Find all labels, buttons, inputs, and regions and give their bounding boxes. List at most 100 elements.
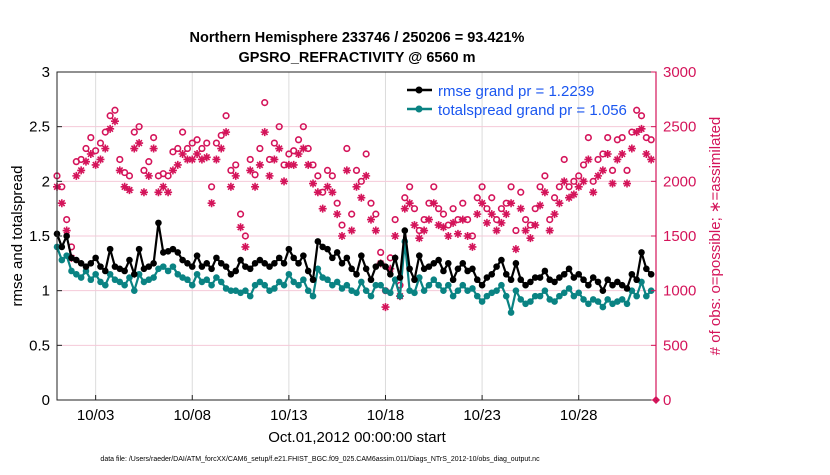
rmse-point <box>102 267 109 275</box>
possible-obs-marker <box>531 205 539 213</box>
rmse-point <box>387 270 394 278</box>
totalspread-point <box>440 287 447 294</box>
y-right-tick-label: 500 <box>663 337 688 354</box>
totalspread-point <box>295 281 302 289</box>
rmse-point <box>638 249 645 256</box>
axes: 10/03 10/08 10/13 10/18 10/23 10/28 0 0.5 1 1.5 2 2… <box>29 64 696 424</box>
totalspread-point <box>338 285 346 292</box>
totalspread-point <box>106 270 114 278</box>
rmse-point <box>193 252 201 259</box>
assimilated-obs-marker <box>647 155 656 164</box>
rmse-point <box>415 252 423 259</box>
rmse-point <box>589 274 597 281</box>
totalspread-point <box>159 263 167 270</box>
totalspread-point <box>585 300 592 308</box>
assimilated-obs-marker <box>91 160 100 169</box>
possible-obs-marker <box>193 136 201 144</box>
assimilated-obs-marker <box>260 128 269 137</box>
rmse-point <box>623 285 631 292</box>
possible-obs-marker <box>198 144 206 153</box>
assimilated-obs-marker <box>115 166 124 175</box>
totalspread-point <box>130 287 138 294</box>
assimilated-obs-marker <box>178 150 187 158</box>
rmse-point <box>343 254 351 262</box>
possible-obs-marker <box>618 134 626 142</box>
assimilated-obs-marker <box>265 171 274 180</box>
totalspread-point <box>135 270 143 278</box>
totalspread-point <box>203 276 211 284</box>
rmse-point <box>213 254 220 262</box>
rmse-point <box>246 265 254 273</box>
assimilated-obs-marker <box>410 221 419 230</box>
rmse-point <box>609 281 616 289</box>
assimilated-obs-marker <box>338 232 347 240</box>
possible-obs-marker <box>541 172 549 180</box>
rmse-point <box>454 265 462 273</box>
rmse-point <box>565 265 573 273</box>
totalspread-point <box>536 292 544 300</box>
assimilated-obs-marker <box>110 117 119 126</box>
possible-obs-marker <box>92 147 100 155</box>
assimilated-obs-marker <box>144 171 153 180</box>
x-tick-label: 10/23 <box>463 407 501 424</box>
y-tick-label: 1 <box>42 283 50 300</box>
assimilated-obs-marker <box>531 221 540 230</box>
rmse-point <box>444 260 452 267</box>
assimilated-obs-marker <box>294 150 303 158</box>
possible-obs-marker <box>637 112 646 120</box>
possible-obs-marker <box>135 123 143 131</box>
y-tick-label: 1.5 <box>29 228 50 245</box>
possible-obs-marker <box>372 210 380 218</box>
totalspread-point <box>92 270 99 278</box>
assimilated-obs-marker <box>444 232 453 240</box>
rmse-point <box>338 260 346 267</box>
assimilated-obs-marker <box>598 166 607 175</box>
totalspread-point <box>256 278 264 286</box>
rmse-point <box>203 260 211 267</box>
rmse-point <box>121 267 128 275</box>
x-axis-label: Oct.01,2012 00:00:00 start <box>268 429 446 446</box>
assimilated-obs-marker <box>482 218 491 227</box>
possible-obs-marker <box>565 183 573 191</box>
legend-spread-label: totalspread grand pr = 1.056 <box>438 102 627 119</box>
assimilated-obs-marker <box>154 188 163 197</box>
assimilated-obs-marker <box>72 171 81 180</box>
totalspread-point <box>246 292 254 300</box>
rmse-point <box>478 281 486 289</box>
assimilated-obs-marker <box>280 177 289 186</box>
possible-obs-marker <box>174 144 182 153</box>
assimilated-obs-marker <box>420 226 429 235</box>
assimilated-obs-marker <box>289 160 298 169</box>
totalspread-point <box>174 270 182 278</box>
totalspread-point <box>126 274 133 281</box>
totalspread-point <box>300 276 307 284</box>
totalspread-point <box>633 292 640 300</box>
totalspread-point <box>512 287 520 294</box>
assimilated-obs-marker <box>62 226 71 235</box>
rmse-point <box>82 263 90 270</box>
possible-obs-marker <box>623 166 631 174</box>
rmse-point <box>522 281 529 289</box>
rmse-point <box>367 276 375 284</box>
totalspread-point <box>444 281 452 289</box>
totalspread-point <box>309 292 317 300</box>
assimilated-obs-marker <box>168 166 177 175</box>
chart-title-line-1: Northern Hemisphere 233746 / 250206 = 93… <box>190 30 525 46</box>
possible-obs-marker <box>521 216 530 224</box>
possible-obs-marker <box>536 183 544 191</box>
rmse-point <box>155 219 162 227</box>
totalspread-point <box>527 298 534 305</box>
possible-obs-marker <box>294 136 303 144</box>
rmse-point <box>614 278 621 286</box>
possible-obs-marker <box>406 183 414 191</box>
totalspread-point <box>469 285 476 292</box>
totalspread-point <box>314 265 322 273</box>
possible-obs-marker <box>169 148 177 156</box>
rmse-point <box>188 263 196 270</box>
totalspread-point <box>580 296 587 303</box>
footer-data-file: data file: /Users/raeder/DAI/ATM_forcXX/… <box>100 456 540 463</box>
rmse-point <box>551 278 558 286</box>
possible-obs-marker <box>343 144 351 153</box>
rmse-point <box>97 263 104 270</box>
